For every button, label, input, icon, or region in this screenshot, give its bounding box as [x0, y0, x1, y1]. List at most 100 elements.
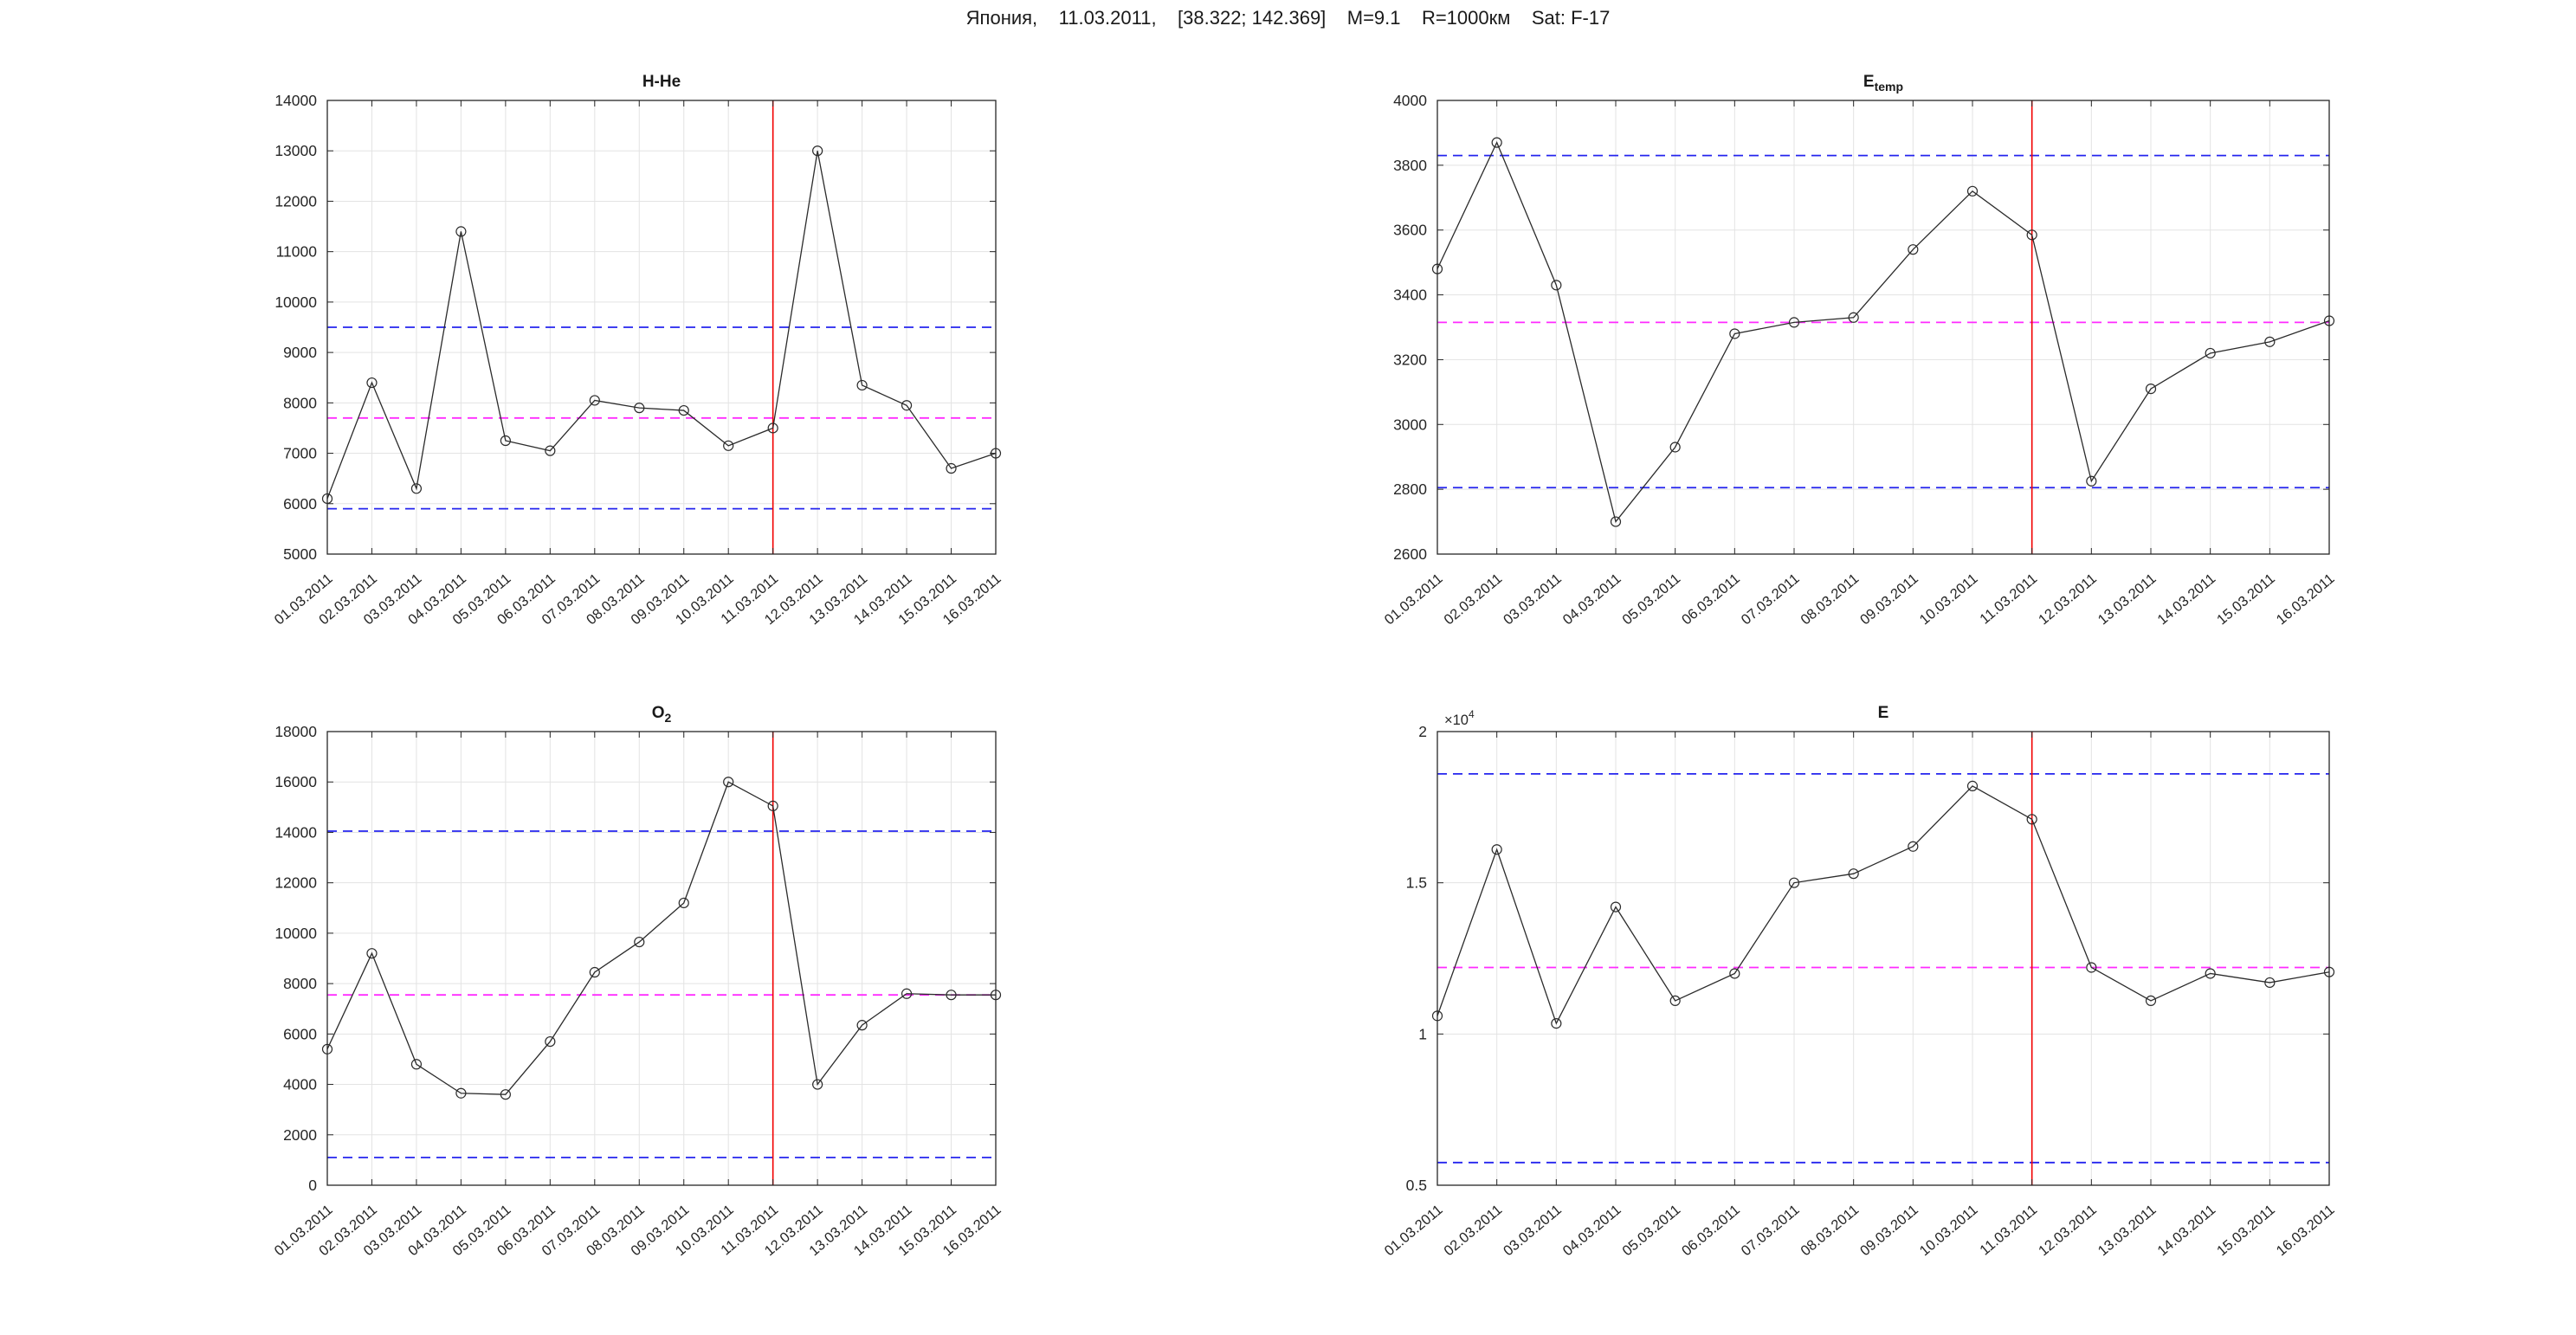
y-tick-label: 1.5 — [1406, 874, 1427, 892]
data-point-marker — [812, 1079, 823, 1090]
x-tick-label: 05.03.2011 — [1619, 1202, 1683, 1259]
series-line — [1436, 785, 2330, 1025]
y-axis-exponent-label: ×104 — [1444, 708, 1475, 728]
plot-background — [1437, 732, 2329, 1185]
series-line — [326, 151, 997, 500]
y-tick-label: 11000 — [276, 243, 318, 261]
x-tick-label: 01.03.2011 — [1382, 1202, 1446, 1259]
data-point-marker — [1788, 317, 1800, 328]
x-tick-label: 07.03.2011 — [1739, 571, 1803, 628]
data-point-marker — [2086, 475, 2097, 487]
data-point-marker — [1551, 280, 1562, 291]
x-tick-label: 02.03.2011 — [1441, 571, 1505, 628]
x-tick-label: 15.03.2011 — [2214, 571, 2278, 628]
data-point-marker — [678, 404, 689, 416]
data-point-marker — [455, 1087, 467, 1099]
y-tick-label: 8000 — [283, 394, 317, 411]
x-tick-label: 14.03.2011 — [2154, 571, 2218, 628]
x-tick-label: 13.03.2011 — [2095, 571, 2160, 628]
x-tick-label: 09.03.2011 — [1857, 1202, 1921, 1259]
data-point-marker — [1908, 244, 1919, 255]
data-point-marker — [812, 145, 823, 157]
y-tick-label: 0.5 — [1406, 1177, 1427, 1194]
x-tick-label: 13.03.2011 — [2095, 1202, 2160, 1259]
x-tick-label: 16.03.2011 — [2274, 1202, 2338, 1259]
data-point-marker — [901, 400, 913, 411]
data-point-marker — [1669, 442, 1681, 453]
y-tick-label: 2800 — [1393, 480, 1427, 498]
figure-title: Япония, 11.03.2011, [38.322; 142.369] M=… — [965, 7, 1611, 29]
y-tick-label: 3400 — [1393, 287, 1427, 304]
x-tick-label: 04.03.2011 — [1560, 571, 1624, 628]
data-point-marker — [1908, 841, 1919, 852]
series-line — [1436, 141, 2330, 524]
data-point-marker — [2026, 229, 2037, 241]
x-tick-label: 12.03.2011 — [2036, 571, 2100, 628]
data-point-marker — [1848, 868, 1859, 880]
data-point-marker — [1848, 312, 1859, 323]
y-tick-label: 7000 — [283, 445, 317, 462]
x-tick-label: 06.03.2011 — [1679, 1202, 1743, 1259]
y-tick-label: 14000 — [274, 92, 317, 109]
x-tick-label: 08.03.2011 — [1798, 571, 1862, 628]
data-point-marker — [2026, 814, 2037, 825]
chart-title: E — [1878, 704, 1889, 722]
x-tick-label: 06.03.2011 — [1679, 571, 1743, 628]
data-point-marker — [2145, 384, 2157, 395]
data-point-marker — [901, 988, 913, 999]
y-tick-label: 3000 — [1393, 416, 1427, 433]
y-tick-label: 3800 — [1393, 157, 1427, 174]
data-point-marker — [2145, 995, 2157, 1007]
chart-title: Etemp — [1863, 73, 1903, 94]
data-point-marker — [1551, 1018, 1562, 1029]
y-tick-label: 9000 — [283, 344, 317, 361]
chart-o2: 0 2000 4000 6000 8000 10000 12000 14000 16000 180… — [272, 704, 1004, 1259]
x-tick-label: 10.03.2011 — [1917, 1202, 1981, 1259]
y-tick-label: 12000 — [274, 192, 317, 210]
y-tick-label: 0 — [308, 1177, 317, 1194]
x-tick-label: 02.03.2011 — [1441, 1202, 1505, 1259]
data-point-marker — [1610, 516, 1622, 527]
data-point-marker — [2205, 968, 2216, 979]
x-tick-label: 05.03.2011 — [1619, 571, 1683, 628]
data-point-marker — [678, 897, 689, 909]
y-tick-label: 1 — [1418, 1025, 1427, 1042]
y-tick-label: 2000 — [283, 1126, 317, 1144]
data-point-marker — [2264, 977, 2276, 989]
data-point-marker — [2264, 336, 2276, 347]
y-tick-label: 16000 — [274, 773, 317, 790]
x-tick-label: 11.03.2011 — [1977, 571, 2040, 627]
data-point-marker — [946, 462, 957, 474]
data-point-marker — [366, 377, 378, 389]
data-point-marker — [767, 422, 778, 434]
data-point-marker — [1788, 877, 1800, 888]
data-point-marker — [1966, 185, 1979, 197]
data-point-marker — [589, 395, 600, 406]
data-point-marker — [2086, 962, 2097, 973]
data-point-marker — [1729, 328, 1740, 339]
y-tick-label: 2600 — [1393, 545, 1427, 563]
chart-e-temp: 2600 2800 3000 3200 3400 3600 3800 4000 01.03.20… — [1382, 73, 2338, 628]
y-tick-label: 10000 — [274, 925, 317, 942]
y-tick-label: 13000 — [274, 142, 317, 159]
data-point-marker — [1491, 844, 1502, 855]
series-line — [326, 781, 996, 1095]
x-tick-label: 11.03.2011 — [1977, 1202, 2040, 1258]
x-tick-label: 03.03.2011 — [1501, 1202, 1565, 1259]
data-point-marker — [634, 936, 645, 948]
data-point-marker — [856, 1020, 868, 1031]
data-point-marker — [634, 403, 645, 414]
data-point-marker — [366, 948, 378, 959]
y-tick-label: 3200 — [1393, 351, 1427, 368]
data-point-marker — [545, 445, 556, 456]
data-point-marker — [856, 379, 868, 391]
x-tick-label: 07.03.2011 — [1739, 1202, 1803, 1259]
x-tick-label: 14.03.2011 — [2154, 1202, 2218, 1259]
data-point-marker — [946, 990, 957, 1001]
x-tick-label: 04.03.2011 — [1560, 1202, 1624, 1259]
data-point-marker — [723, 777, 734, 788]
y-tick-label: 6000 — [283, 1025, 317, 1042]
axis-box — [326, 731, 997, 1186]
